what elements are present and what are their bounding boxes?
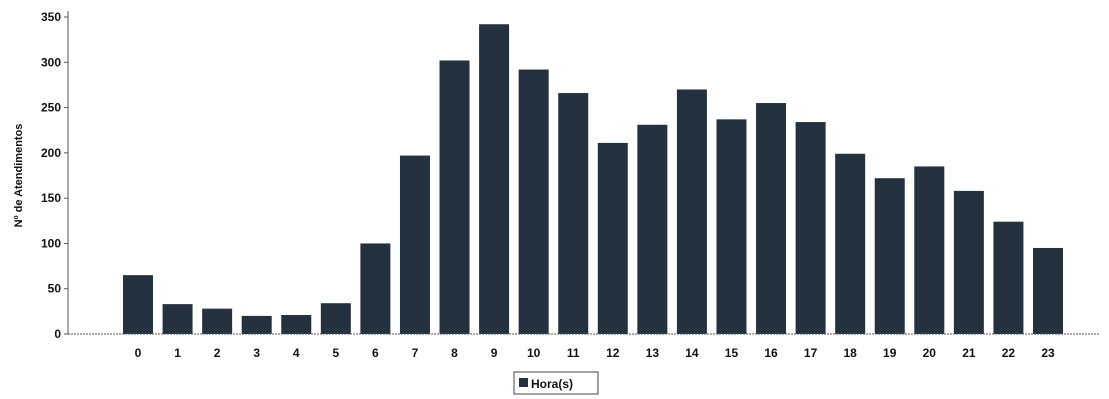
bars [123,24,1063,335]
legend: Hora(s) [513,371,599,395]
bar-hour-0 [123,275,153,334]
x-tick-label: 16 [764,346,778,360]
bar-hour-14 [676,89,707,335]
bar-hour-10 [518,69,549,334]
bar-hour-18 [835,153,866,334]
x-tick-label: 9 [491,346,498,360]
y-axis-ticks: 0 50 100 150 200 250 300 350 [41,10,68,341]
x-tick-label: 23 [1041,346,1055,360]
x-tick-label: 22 [1002,346,1016,360]
y-axis-label: Nº de Atendimentos [13,124,25,228]
bar-hour-2 [202,308,233,334]
legend-box [513,371,599,395]
bar-hour-13 [637,124,668,334]
bar-hour-3 [241,315,272,334]
x-tick-label: 10 [527,346,541,360]
bar-hour-20 [914,166,945,334]
y-tick-label: 250 [41,101,61,115]
x-tick-label: 7 [412,346,419,360]
legend-swatch [519,378,528,387]
x-tick-label: 0 [135,346,142,360]
x-tick-label: 2 [214,346,221,360]
x-tick-label: 8 [451,346,458,360]
x-tick-label: 4 [293,346,300,360]
x-tick-label: 6 [372,346,379,360]
y-tick-label: 150 [41,191,61,205]
bar-hour-1 [162,304,193,334]
bar-hour-6 [360,243,391,334]
bar-hour-22 [993,221,1024,334]
bar-hour-23 [1033,247,1063,334]
bar-hour-11 [558,93,589,334]
x-tick-label: 15 [725,346,739,360]
legend-label: Hora(s) [531,377,573,391]
x-tick-label: 5 [332,346,339,360]
x-tick-label: 3 [253,346,260,360]
x-axis-ticks: 0 1 2 3 4 5 6 7 8 9 10 11 12 13 14 15 16 17 18 19 20 21 22 23 [135,346,1055,360]
bar-hour-16 [756,103,787,334]
x-tick-label: 21 [962,346,976,360]
bar-hour-12 [597,142,628,334]
bar-hour-21 [953,190,984,334]
bar-hour-8 [439,60,470,334]
bar-hour-15 [716,119,747,334]
x-tick-label: 12 [606,346,620,360]
x-tick-label: 20 [923,346,937,360]
y-tick-label: 300 [41,55,61,69]
x-tick-label: 13 [646,346,660,360]
y-tick-label: 50 [48,282,62,296]
bar-hour-9 [479,24,510,334]
bar-hour-5 [320,303,351,334]
y-tick-label: 100 [41,236,61,250]
x-tick-label: 19 [883,346,897,360]
y-tick-label: 200 [41,146,61,160]
x-tick-label: 14 [685,346,699,360]
x-tick-label: 11 [567,346,580,360]
x-tick-label: 18 [843,346,857,360]
bar-hour-7 [399,155,430,334]
bar-hour-19 [874,178,905,334]
x-tick-label: 17 [804,346,818,360]
x-tick-label: 1 [174,346,181,360]
y-tick-label: 0 [54,327,61,341]
bar-hour-4 [281,314,312,334]
y-tick-label: 350 [41,10,61,24]
bar-hour-17 [795,122,826,334]
